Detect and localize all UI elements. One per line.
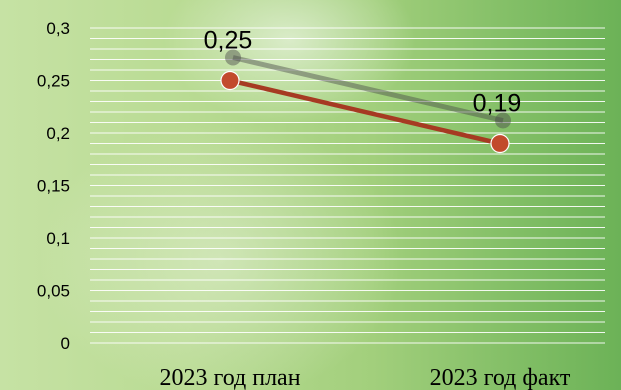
y-tick-label: 0,15: [37, 177, 70, 196]
series-shadow: [232, 55, 504, 123]
x-axis-labels: 2023 год план 2023 год факт: [159, 365, 570, 390]
data-label: 0,25: [204, 27, 253, 55]
series-point: [490, 133, 510, 154]
x-category-label: 2023 год факт: [430, 365, 571, 390]
series-shadow-point: [495, 112, 511, 129]
series-shadow-point: [225, 49, 241, 66]
y-tick-label: 0,2: [46, 124, 70, 143]
gridlines: [90, 27, 605, 344]
y-tick-label: 0,1: [46, 229, 70, 248]
y-axis-ticks: 0 0,05 0,1 0,15 0,2 0,25 0,3: [37, 19, 70, 353]
series-point: [220, 70, 240, 91]
y-tick-label: 0,05: [37, 282, 70, 301]
y-tick-label: 0,25: [37, 72, 70, 91]
y-tick-label: 0,3: [46, 19, 70, 38]
series-line: [229, 78, 501, 146]
x-category-label: 2023 год план: [159, 365, 300, 390]
y-tick-label: 0: [61, 334, 70, 353]
series-layer: 0,25 0,19: [204, 27, 522, 154]
data-label: 0,19: [473, 90, 522, 118]
